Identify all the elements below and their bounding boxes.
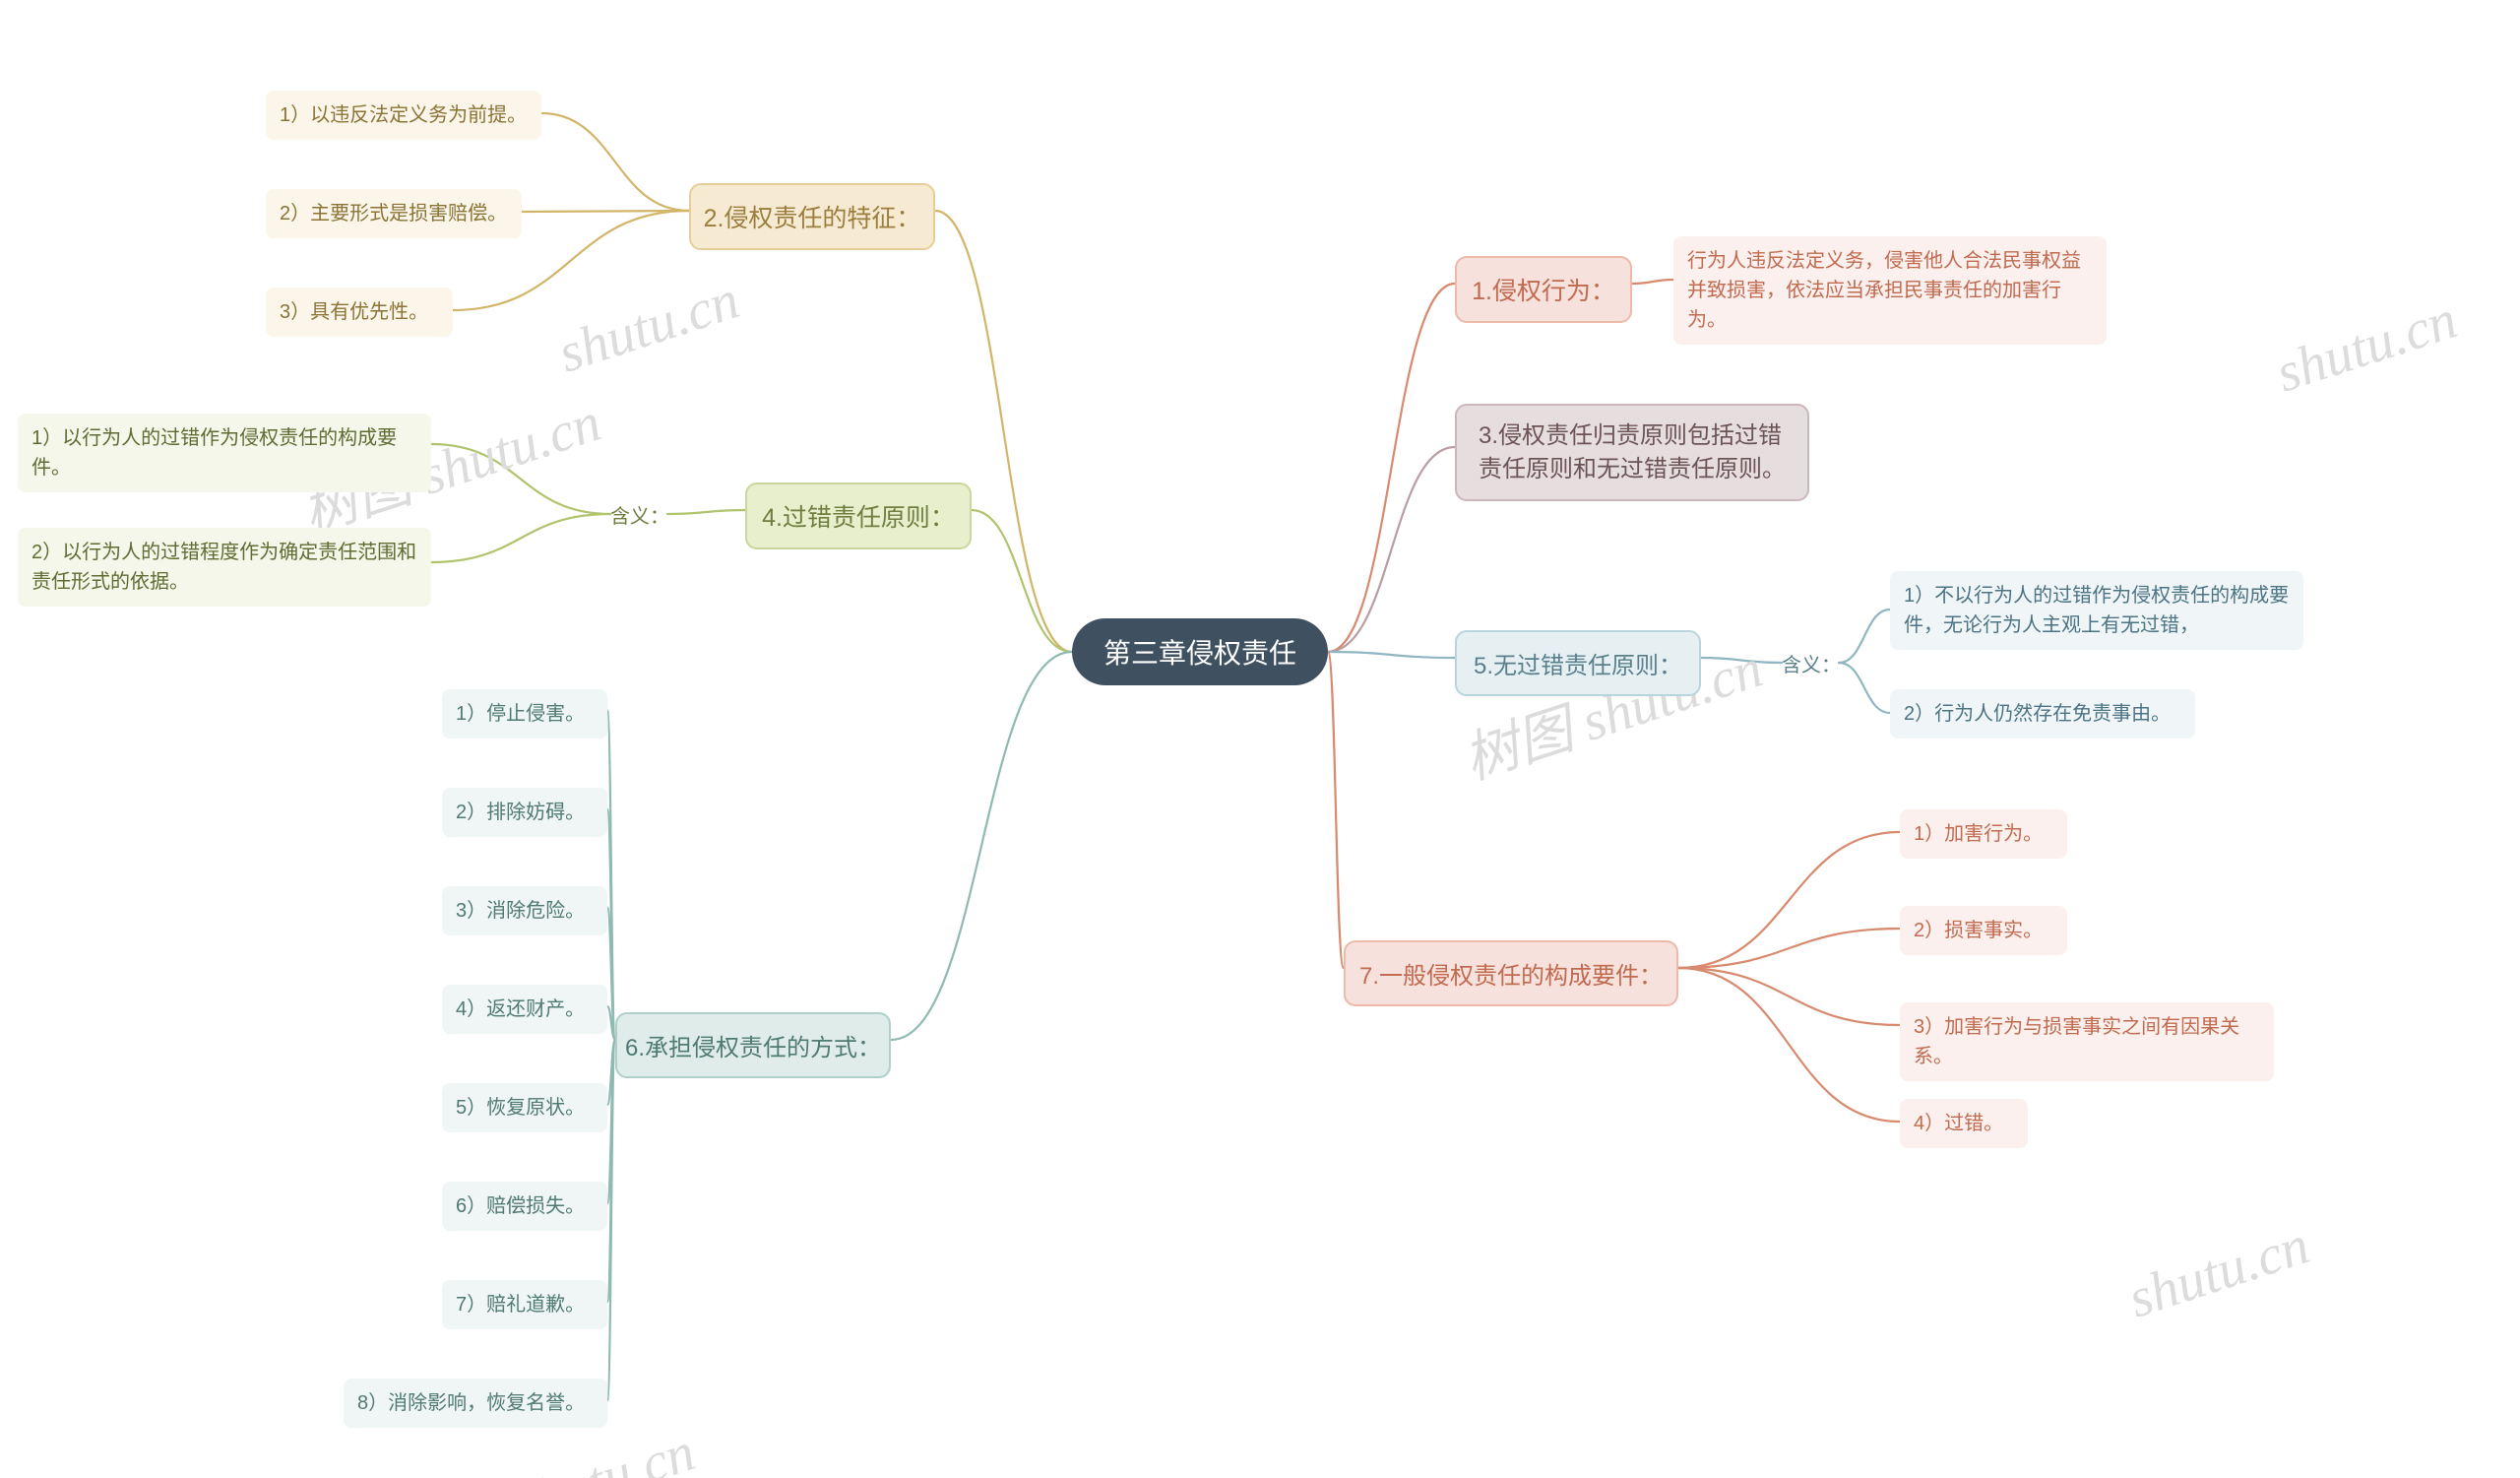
leaf-b6-1: 2）排除妨碍。 [442, 788, 607, 837]
leaf-b6-6: 7）赔礼道歉。 [442, 1280, 607, 1329]
leaf-b7-1: 2）损害事实。 [1900, 906, 2067, 955]
leaf-text: 5）恢复原状。 [456, 1093, 585, 1123]
leaf-b6-3: 4）返还财产。 [442, 985, 607, 1034]
leaf-b7-2: 3）加害行为与损害事实之间有因果关系。 [1900, 1002, 2274, 1081]
leaf-text: 2）损害事实。 [1914, 916, 2043, 945]
leaf-text: 4）过错。 [1914, 1109, 2003, 1138]
leaf-text: 1）不以行为人的过错作为侵权责任的构成要件，无论行为人主观上有无过错， [1904, 581, 2290, 640]
branch-b4: 4.过错责任原则： [745, 482, 972, 549]
leaf-text: 行为人违反法定义务，侵害他人合法民事权益并致损害，依法应当承担民事责任的加害行为… [1687, 246, 2093, 335]
leaf-b1-0: 行为人违反法定义务，侵害他人合法民事权益并致损害，依法应当承担民事责任的加害行为… [1673, 236, 2107, 345]
branch-text: 7.一般侵权责任的构成要件： [1359, 956, 1663, 991]
leaf-text: 8）消除影响，恢复名誉。 [357, 1388, 585, 1418]
branch-text: 1.侵权行为： [1472, 272, 1615, 307]
branch-b4-mid: 含义： [610, 500, 669, 529]
leaf-b6-0: 1）停止侵害。 [442, 689, 607, 739]
leaf-text: 3）加害行为与损害事实之间有因果关系。 [1914, 1012, 2260, 1071]
branch-text: 5.无过错责任原则： [1474, 646, 1682, 680]
branch-b6: 6.承担侵权责任的方式： [615, 1012, 891, 1078]
leaf-b6-5: 6）赔偿损失。 [442, 1182, 607, 1231]
leaf-text: 3）具有优先性。 [280, 297, 428, 327]
leaf-b5-1: 2）行为人仍然存在免责事由。 [1890, 689, 2195, 739]
branch-text: 4.过错责任原则： [762, 498, 955, 534]
leaf-text: 2）以行为人的过错程度作为确定责任范围和责任形式的依据。 [32, 538, 417, 597]
branch-b3: 3.侵权责任归责原则包括过错责任原则和无过错责任原则。 [1455, 404, 1809, 501]
branch-b5: 5.无过错责任原则： [1455, 630, 1701, 696]
branch-b1: 1.侵权行为： [1455, 256, 1632, 323]
leaf-b4-0: 1）以行为人的过错作为侵权责任的构成要件。 [18, 414, 431, 492]
mindmap-stage: 树图 shutu.cnshutu.cnshutu.cn树图 shutu.cnsh… [0, 0, 2520, 1478]
leaf-b2-2: 3）具有优先性。 [266, 288, 453, 337]
leaf-b6-7: 8）消除影响，恢复名誉。 [344, 1379, 607, 1428]
leaf-text: 2）行为人仍然存在免责事由。 [1904, 699, 2171, 729]
leaf-text: 1）以行为人的过错作为侵权责任的构成要件。 [32, 423, 417, 482]
root-node: 第三章侵权责任 [1072, 618, 1328, 685]
branch-b2: 2.侵权责任的特征： [689, 183, 935, 250]
branch-b5-mid: 含义： [1782, 649, 1841, 677]
leaf-b7-0: 1）加害行为。 [1900, 809, 2067, 859]
leaf-b6-2: 3）消除危险。 [442, 886, 607, 935]
watermark: shutu.cn [507, 1420, 703, 1478]
leaf-text: 1）加害行为。 [1914, 819, 2043, 849]
branch-text: 2.侵权责任的特征： [704, 199, 921, 234]
watermark: shutu.cn [2269, 288, 2465, 405]
leaf-b4-1: 2）以行为人的过错程度作为确定责任范围和责任形式的依据。 [18, 528, 431, 607]
leaf-b2-0: 1）以违反法定义务为前提。 [266, 91, 541, 140]
branch-b7: 7.一般侵权责任的构成要件： [1344, 940, 1678, 1006]
leaf-b5-0: 1）不以行为人的过错作为侵权责任的构成要件，无论行为人主观上有无过错， [1890, 571, 2303, 650]
leaf-text: 1）以违反法定义务为前提。 [280, 100, 527, 130]
leaf-b6-4: 5）恢复原状。 [442, 1083, 607, 1132]
leaf-text: 7）赔礼道歉。 [456, 1290, 585, 1319]
branch-text: 6.承担侵权责任的方式： [625, 1028, 881, 1062]
leaf-text: 1）停止侵害。 [456, 699, 585, 729]
leaf-text: 6）赔偿损失。 [456, 1191, 585, 1221]
leaf-text: 2）主要形式是损害赔偿。 [280, 199, 507, 228]
leaf-text: 2）排除妨碍。 [456, 798, 585, 827]
leaf-text: 4）返还财产。 [456, 995, 585, 1024]
leaf-b2-1: 2）主要形式是损害赔偿。 [266, 189, 522, 238]
watermark: shutu.cn [551, 268, 747, 385]
branch-text: 3.侵权责任归责原则包括过错责任原则和无过错责任原则。 [1479, 419, 1786, 485]
leaf-text: 3）消除危险。 [456, 896, 585, 926]
leaf-b7-3: 4）过错。 [1900, 1099, 2028, 1148]
watermark: shutu.cn [2121, 1213, 2317, 1330]
root-text: 第三章侵权责任 [1103, 632, 1296, 672]
